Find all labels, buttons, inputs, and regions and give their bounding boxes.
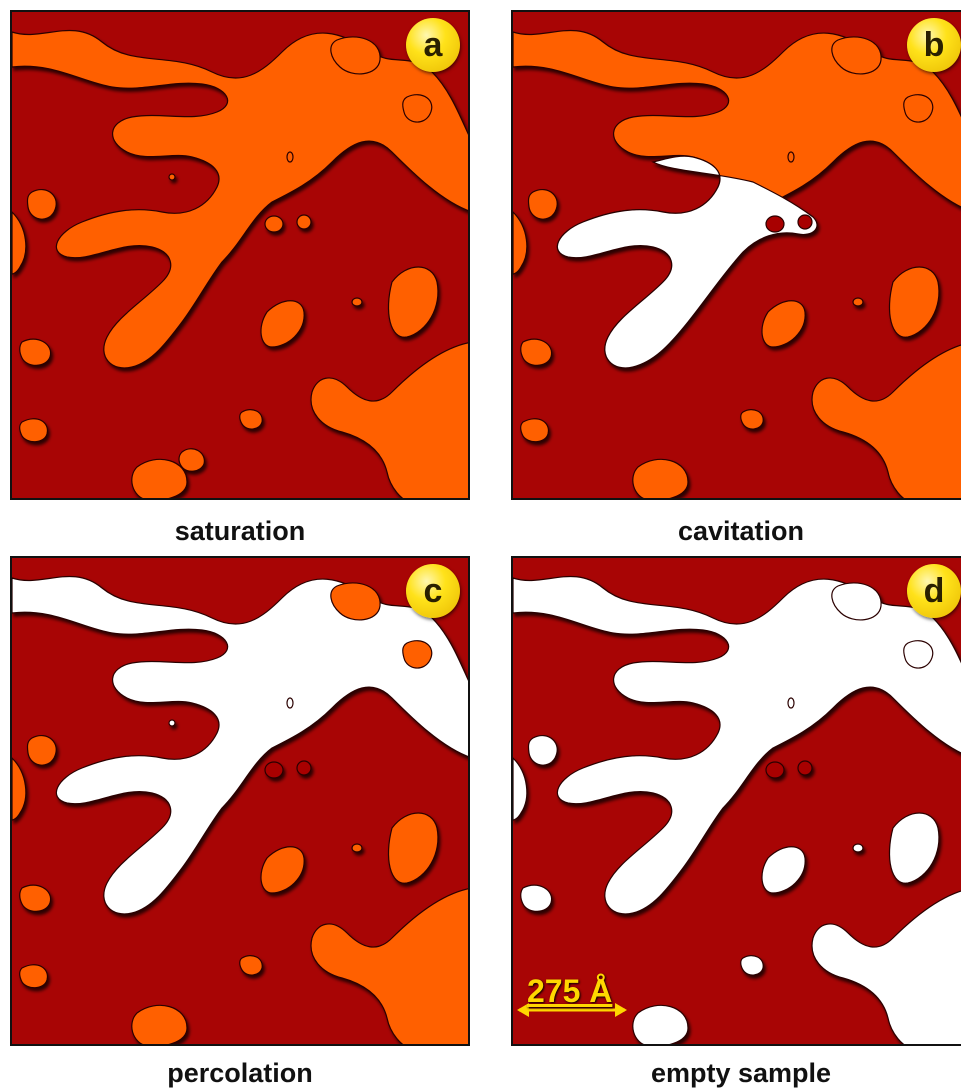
panel-caption: cavitation (677, 516, 805, 546)
panel-label-badge: b (907, 18, 961, 72)
panel-label-badge: c (406, 564, 460, 618)
panel-a: a saturation (10, 10, 470, 546)
pore-map-d: 275 Å d (511, 556, 961, 1046)
panel-caption: percolation (167, 1058, 313, 1088)
pore-network-lower (310, 342, 468, 498)
scale-bar-label: 275 Å (527, 973, 613, 1009)
panel-caption: saturation (174, 516, 306, 546)
pore-map-a: a (10, 10, 470, 500)
panel-letter: a (423, 26, 443, 64)
panel-d: 275 Å d empty sample (511, 556, 961, 1088)
panel-letter: d (923, 572, 945, 610)
scale-bar (517, 1003, 627, 1017)
panel-label-badge: a (406, 18, 460, 72)
pore-map-b: b (511, 10, 961, 500)
panel-c: c percolation (10, 556, 470, 1088)
panel-letter: c (423, 572, 443, 610)
panel-label-badge: d (907, 564, 961, 618)
panel-b: b cavitation (511, 10, 961, 546)
panel-letter: b (923, 26, 945, 64)
panel-caption: empty sample (650, 1058, 832, 1088)
pore-map-c: c (10, 556, 470, 1046)
